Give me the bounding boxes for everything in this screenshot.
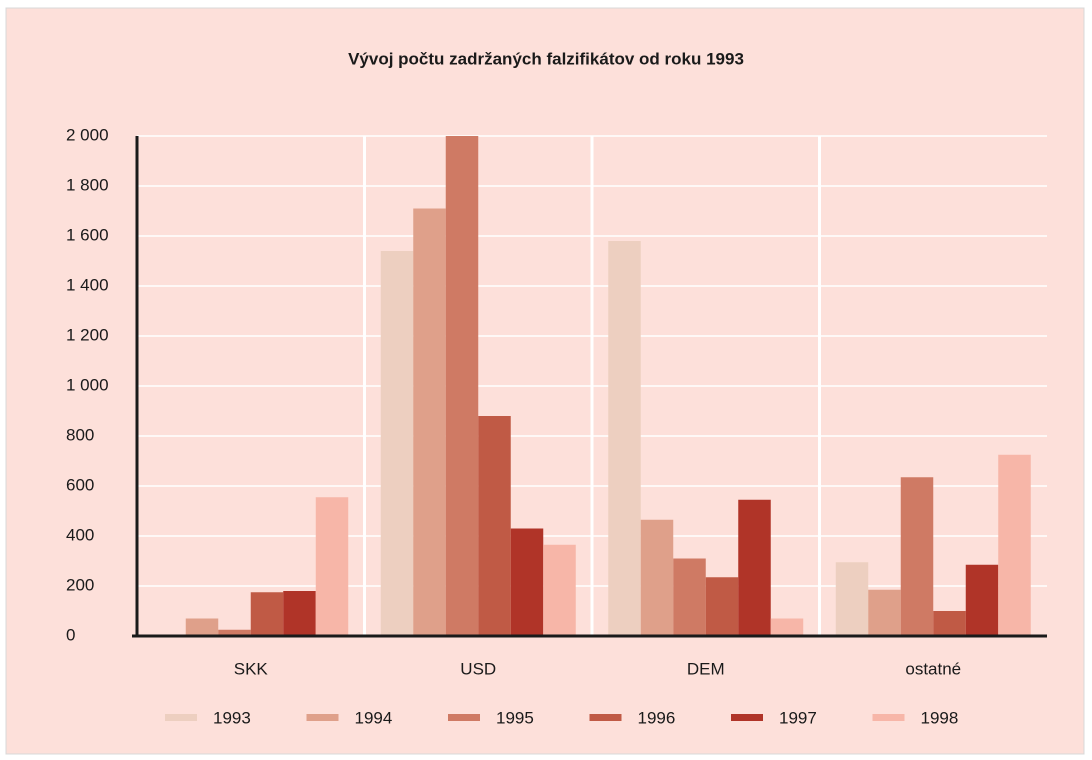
bar xyxy=(705,577,739,636)
y-tick-label: 2 000 xyxy=(66,125,109,144)
y-tick-label: 200 xyxy=(66,575,94,594)
bar xyxy=(933,611,966,636)
legend-label: 1996 xyxy=(638,708,676,727)
bar xyxy=(218,629,251,636)
bar xyxy=(998,454,1031,636)
bar xyxy=(315,497,349,636)
bar xyxy=(673,558,706,636)
y-tick-label: 400 xyxy=(66,525,94,544)
legend-swatch xyxy=(306,714,339,721)
bar xyxy=(478,416,511,636)
bar xyxy=(770,618,804,636)
bar xyxy=(413,208,446,636)
bar xyxy=(608,241,641,636)
legend-label: 1998 xyxy=(921,708,959,727)
bar xyxy=(250,592,284,636)
bar xyxy=(640,519,674,636)
y-tick-label: 1 000 xyxy=(66,375,109,394)
legend-swatch xyxy=(589,714,622,721)
y-tick-label: 600 xyxy=(66,475,94,494)
legend-label: 1995 xyxy=(496,708,534,727)
panel xyxy=(5,7,1085,755)
bar xyxy=(900,477,934,636)
bar xyxy=(283,591,316,636)
legend-swatch xyxy=(448,714,480,721)
legend-swatch xyxy=(872,714,905,721)
x-tick-label: SKK xyxy=(234,659,269,678)
bar xyxy=(185,618,219,636)
bar xyxy=(835,562,869,636)
bar xyxy=(738,499,771,636)
bar xyxy=(965,564,999,636)
legend-swatch xyxy=(731,714,763,721)
legend-label: 1993 xyxy=(213,708,251,727)
bar xyxy=(510,528,544,636)
y-tick-label: 1 600 xyxy=(66,225,109,244)
bar xyxy=(380,251,414,636)
chart-title: Vývoj počtu zadržaných falzifikátov od r… xyxy=(348,49,744,68)
bar xyxy=(543,544,576,636)
legend-label: 1997 xyxy=(779,708,817,727)
legend-swatch xyxy=(165,714,197,721)
x-tick-label: DEM xyxy=(687,659,725,678)
bar xyxy=(868,589,901,636)
y-tick-label: 800 xyxy=(66,425,94,444)
x-tick-label: USD xyxy=(460,659,496,678)
y-tick-label: 1 400 xyxy=(66,275,109,294)
bar xyxy=(445,136,479,636)
y-tick-label: 1 200 xyxy=(66,325,109,344)
y-tick-label: 0 xyxy=(66,625,75,644)
x-tick-label: ostatné xyxy=(905,659,961,678)
y-tick-label: 1 800 xyxy=(66,175,109,194)
legend-label: 1994 xyxy=(355,708,393,727)
